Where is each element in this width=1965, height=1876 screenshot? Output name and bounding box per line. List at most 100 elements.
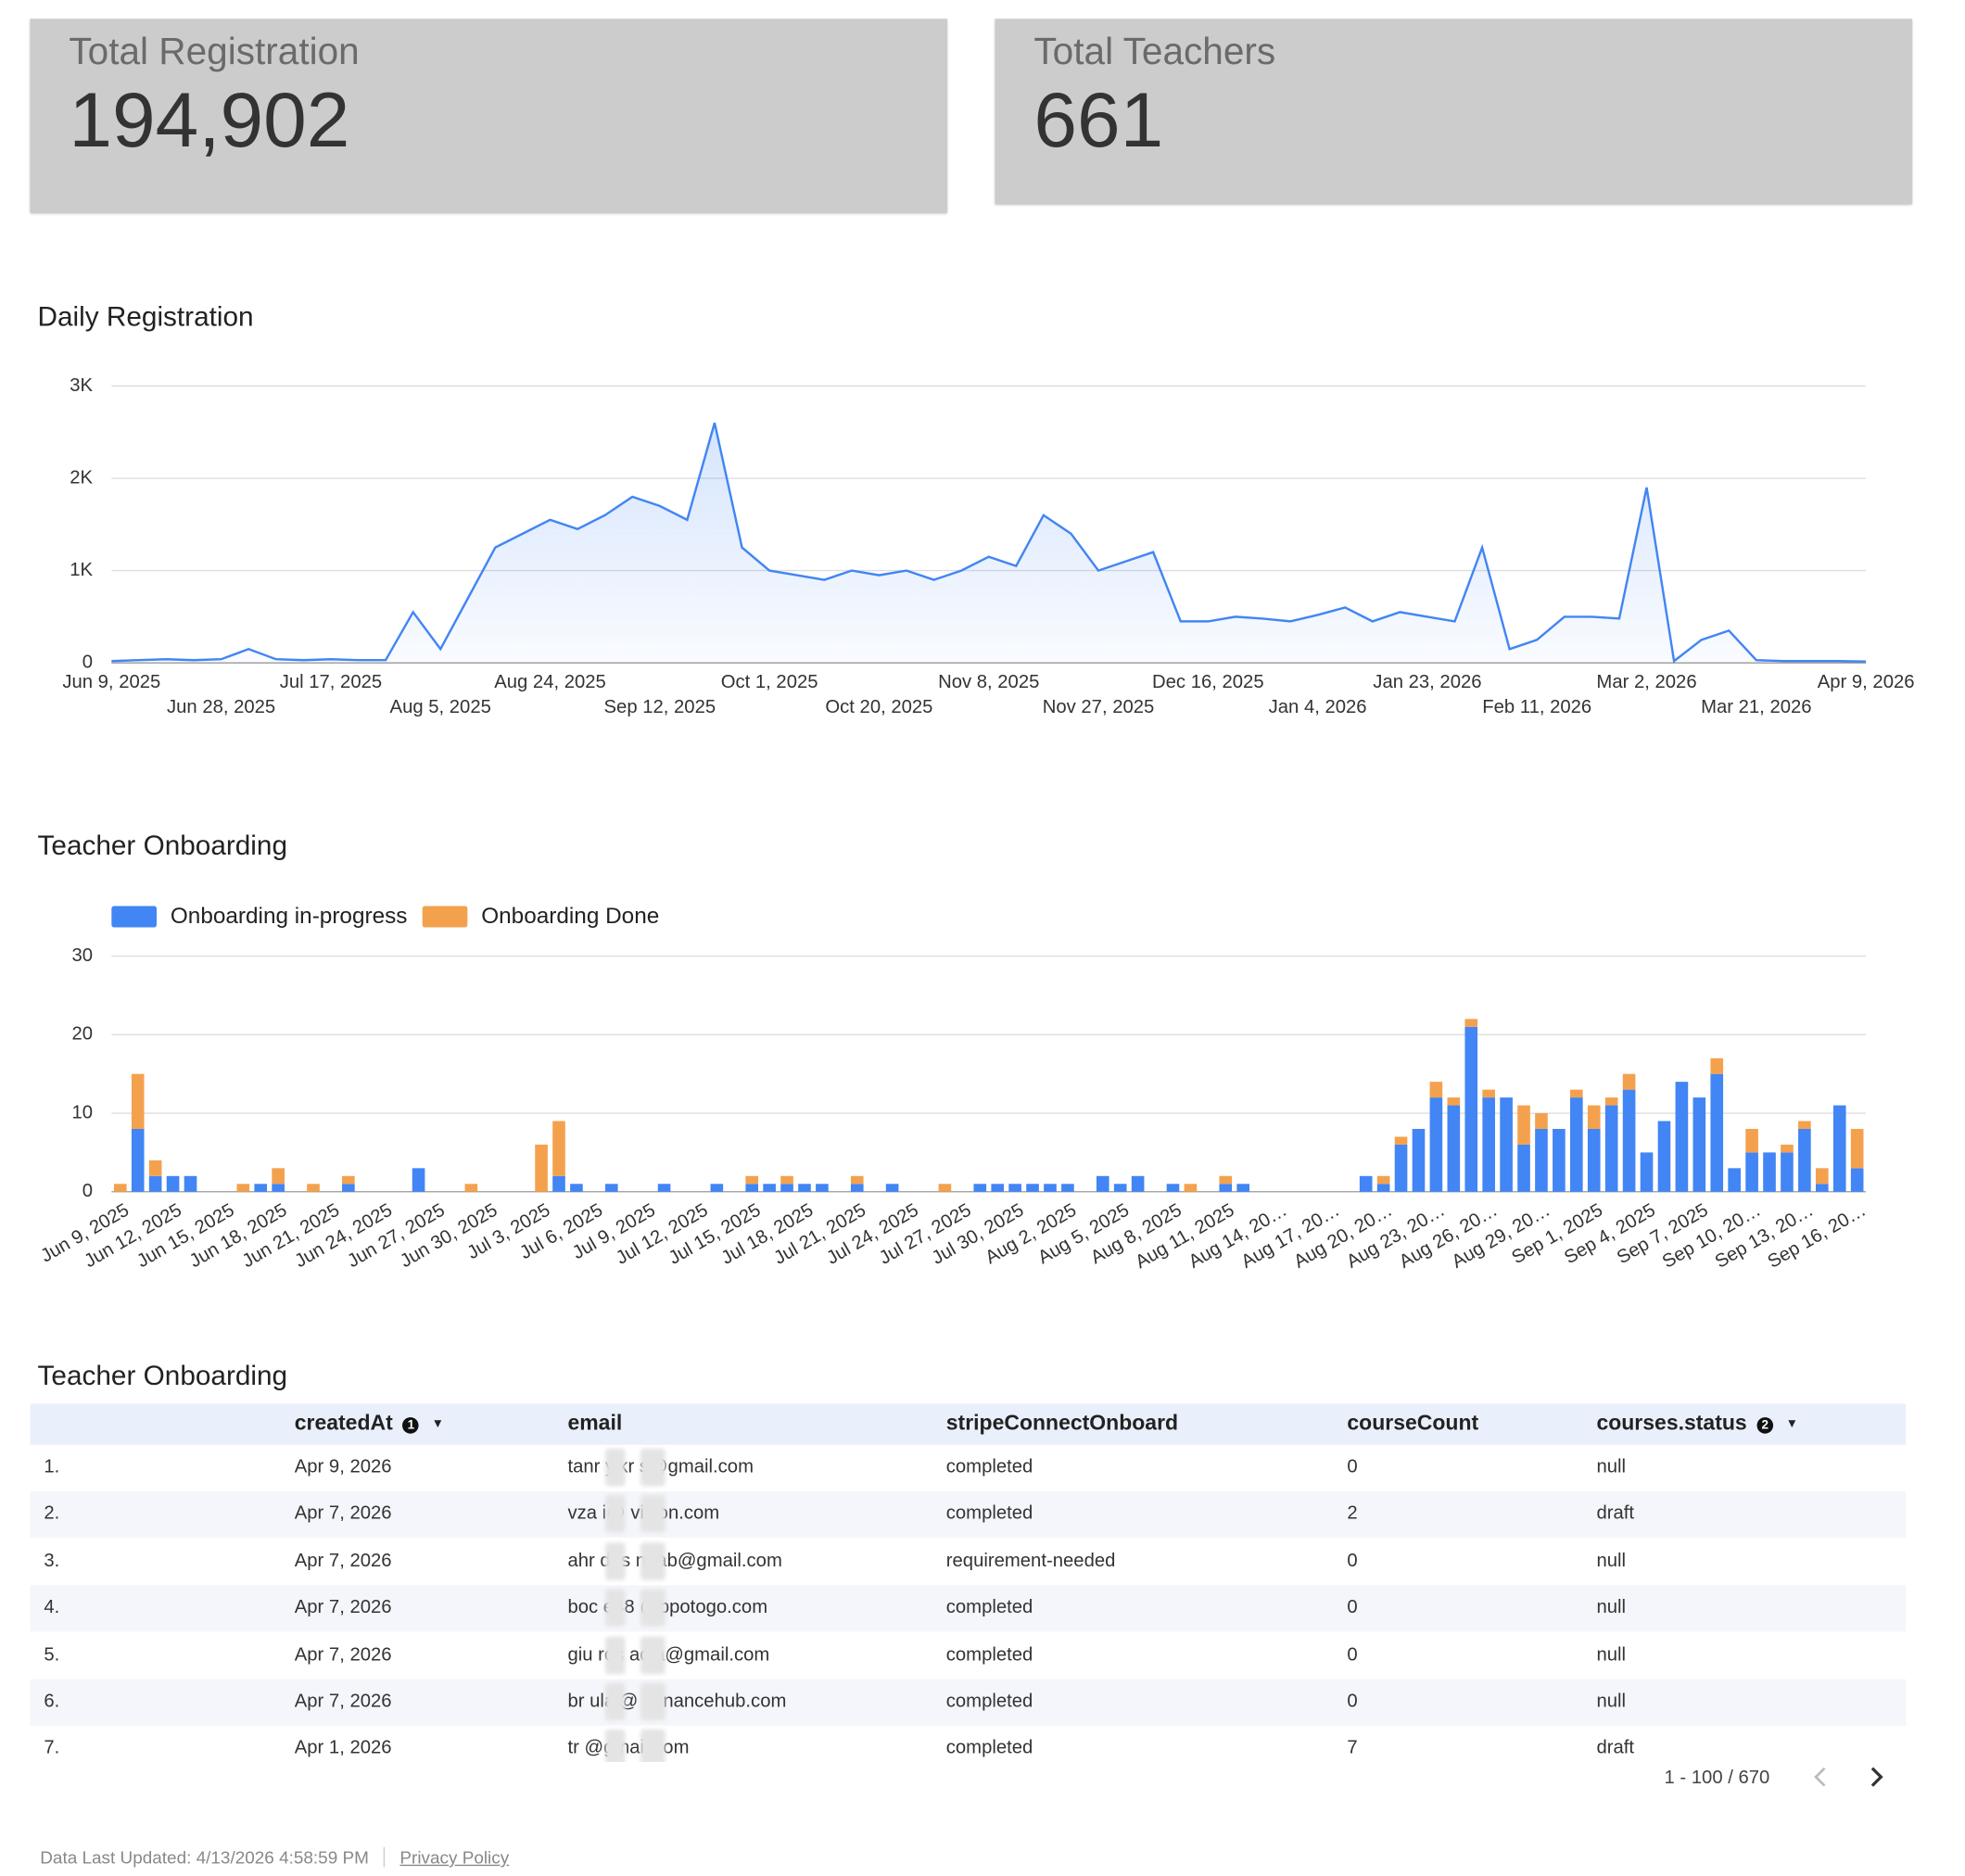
table-cell: 2 (1347, 1502, 1358, 1525)
table-cell: null (1596, 1643, 1627, 1666)
table-cell: 3. (44, 1550, 60, 1572)
redaction (605, 1495, 626, 1534)
bar (710, 1184, 724, 1192)
bar (1447, 1105, 1461, 1192)
bar (1815, 1184, 1829, 1192)
bar (1622, 1073, 1636, 1090)
bar (1535, 1128, 1548, 1192)
bar (1219, 1184, 1233, 1192)
bar (272, 1168, 285, 1185)
prev-page[interactable] (1814, 1767, 1826, 1787)
bar (113, 1184, 127, 1192)
bar (1412, 1128, 1426, 1192)
last-updated: Data Last Updated: 4/13/2026 4:58:59 PM (40, 1846, 369, 1868)
bar (552, 1175, 565, 1192)
bar (1587, 1128, 1601, 1192)
table-cell: completed (945, 1737, 1033, 1759)
bar (1429, 1097, 1443, 1192)
column-header-label: email (567, 1411, 623, 1436)
bar (1587, 1105, 1601, 1129)
x-tick-label: Nov 8, 2025 (938, 672, 1039, 692)
table-cell: 5. (44, 1643, 60, 1666)
line (111, 422, 1867, 664)
bar (184, 1175, 197, 1192)
bar (1710, 1073, 1724, 1192)
column-header-label: createdAt (294, 1411, 393, 1436)
scorecard-title: Total Registration (69, 31, 360, 73)
scorecard-title: Total Teachers (1033, 31, 1276, 73)
bar (1517, 1144, 1530, 1192)
bar (850, 1175, 864, 1185)
redaction (605, 1636, 626, 1674)
bar (1570, 1097, 1583, 1192)
bar (885, 1184, 899, 1192)
sort-badge: 2 (1756, 1417, 1774, 1434)
bar (1640, 1152, 1654, 1192)
bar (1745, 1128, 1758, 1153)
privacy-link[interactable]: Privacy Policy (399, 1846, 510, 1868)
bar (1710, 1058, 1724, 1074)
column-header-label: courseCount (1347, 1411, 1479, 1436)
redaction (605, 1589, 626, 1628)
bar (1394, 1136, 1408, 1145)
x-tick-label: Feb 11, 2026 (1482, 697, 1591, 717)
legend-swatch (422, 906, 468, 928)
redaction (605, 1682, 626, 1721)
x-tick-label: Jun 28, 2025 (167, 697, 275, 717)
table-cell: Apr 7, 2026 (294, 1550, 392, 1572)
bar (236, 1184, 250, 1192)
bar (798, 1184, 811, 1192)
x-tick-label: Aug 24, 2025 (494, 672, 606, 692)
bar (1464, 1019, 1478, 1027)
bar (272, 1184, 285, 1192)
column-header: courses.status 2 ▼ (1596, 1411, 1798, 1436)
table-cell: Apr 9, 2026 (294, 1456, 392, 1478)
redaction (640, 1542, 666, 1580)
redaction (640, 1682, 666, 1721)
bar (552, 1121, 565, 1176)
bar (1781, 1152, 1794, 1192)
table-cell: 2. (44, 1502, 60, 1525)
bar (1113, 1184, 1127, 1192)
table-cell: null (1596, 1690, 1627, 1712)
bar (1728, 1168, 1741, 1192)
bar (1535, 1113, 1548, 1129)
bar (745, 1184, 759, 1192)
table-cell: null (1596, 1550, 1627, 1572)
redaction (605, 1730, 626, 1762)
bar (1376, 1175, 1390, 1185)
table-cell: 4. (44, 1596, 60, 1618)
next-page[interactable] (1870, 1767, 1883, 1787)
charts: Daily Registration 0 1K 2K 3K Jun 9, 2025 Jun … (37, 301, 1914, 1273)
bar (850, 1184, 864, 1192)
bar (412, 1168, 425, 1192)
table-cell: null (1596, 1456, 1627, 1478)
bar (1850, 1168, 1864, 1192)
bar (1359, 1175, 1373, 1192)
pagination-controls (1814, 1767, 1883, 1787)
bar (1447, 1097, 1461, 1106)
bar (148, 1160, 162, 1176)
table-cell: tr @gmail.com (567, 1737, 690, 1759)
y-tick-label: 30 (72, 945, 94, 966)
redaction (640, 1730, 666, 1762)
table-cell: 0 (1347, 1690, 1358, 1712)
bar (780, 1175, 793, 1185)
column-header-label: stripeConnectOnboard (945, 1411, 1179, 1436)
bar (973, 1184, 987, 1192)
y-tick-label: 2K (70, 467, 93, 488)
column-header-label: courses.status (1596, 1411, 1747, 1436)
x-tick-label: Oct 20, 2025 (825, 697, 932, 717)
table-cell: 0 (1347, 1456, 1358, 1478)
table-cell: completed (945, 1502, 1033, 1525)
table-cell: 0 (1347, 1596, 1358, 1618)
bar (1044, 1184, 1057, 1192)
chart-title: Teacher Onboarding (38, 830, 287, 861)
table: createdAt 1 ▼ email stripeConnectOnboard cour… (30, 1403, 1907, 1762)
sort-caret[interactable]: ▼ (431, 1417, 445, 1431)
bar (780, 1184, 793, 1192)
scorecard: Total Teachers 661 (995, 19, 1913, 205)
sort-caret[interactable]: ▼ (1785, 1417, 1798, 1431)
bar (763, 1184, 776, 1192)
